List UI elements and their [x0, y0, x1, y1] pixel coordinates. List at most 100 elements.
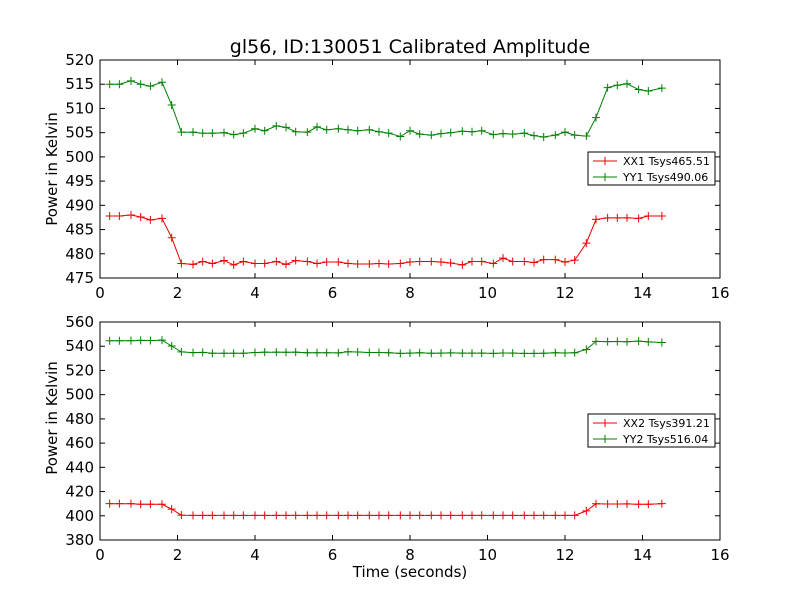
bottom-legend-xx2-marker [601, 419, 609, 427]
top-series-yy1-point [427, 131, 436, 140]
top-y-tick-label: 480 [65, 245, 94, 263]
bottom-series-xx2-point [313, 511, 321, 520]
top-y-tick-label: 520 [65, 51, 94, 69]
top-series-xx1-point [167, 233, 176, 242]
top-x-tick-label: 4 [250, 284, 260, 302]
bottom-plot-frame [99, 321, 721, 541]
top-series-yy1-point [105, 80, 114, 89]
top-series-yy1-point [561, 128, 569, 137]
top-x-tick-label: 2 [173, 284, 183, 302]
top-series-xx1-point [437, 258, 445, 267]
bottom-series-xx2-point [127, 499, 135, 508]
top-series-xx1-point [592, 215, 600, 224]
bottom-series-xx2-point [613, 500, 622, 509]
top-series-yy1-point [220, 128, 228, 137]
top-series-yy1-point [634, 85, 643, 94]
top-plot-frame [99, 59, 721, 279]
bottom-x-tick-label: 10 [478, 546, 497, 564]
top-series-yy1-point [189, 128, 197, 137]
top-y-tick-label: 505 [65, 124, 94, 142]
bottom-series-xx2-point [582, 506, 591, 515]
bottom-series-yy2-point [272, 348, 281, 357]
top-series-xx1-point [136, 212, 145, 221]
top-series-xx1-point [582, 239, 591, 248]
top-series-xx1-point [499, 254, 507, 263]
bottom-series-xx2-point [229, 511, 238, 520]
bottom-legend-yy2-marker [601, 435, 609, 443]
bottom-series-yy2-point [644, 337, 653, 346]
top-series-xx1-point [127, 211, 135, 220]
bottom-series-xx2-point [375, 511, 383, 520]
bottom-series-yy2-point [251, 348, 259, 357]
top-series-xx1-point [623, 213, 631, 222]
bottom-series-yy2-point [623, 337, 631, 346]
top-series-xx1-point [105, 211, 114, 220]
top-series-xx1-point [313, 259, 321, 268]
bottom-series-yy2-point [458, 349, 467, 358]
bottom-y-tick-label: 440 [65, 458, 94, 476]
top-series-yy1-point [334, 124, 343, 133]
top-y-tick-label: 490 [65, 196, 94, 214]
bottom-series-xx2-point [251, 511, 259, 520]
bottom-series-xx2-point [570, 511, 579, 520]
bottom-y-tick-label: 500 [65, 386, 94, 404]
bottom-series-yy2-point [551, 348, 560, 357]
top-series-xx1-point [189, 260, 197, 269]
top-series-yy1-point [530, 131, 538, 140]
bottom-series-xx2-point [158, 500, 166, 509]
top-series-xx1-point [613, 213, 622, 222]
bottom-series-yy2-point [303, 348, 312, 357]
top-series-xx1-point [396, 259, 405, 268]
bottom-series-xx2-point [198, 511, 207, 520]
bottom-series-yy2-point [427, 349, 436, 358]
bottom-series-xx2-point [384, 511, 393, 520]
bottom-series-xx2-point [291, 511, 300, 520]
top-series-xx1-point [570, 256, 579, 265]
bottom-series-xx2-point [446, 511, 455, 520]
bottom-series-xx2-point [282, 511, 290, 520]
top-series-xx1-point [272, 257, 281, 266]
bottom-series-xx2-point [477, 511, 486, 520]
bottom-panel: 0 2 4 6 8 10 12 14 16 380 400 420 440 460 480 500 520 540… [65, 313, 729, 564]
top-series-yy1-point [458, 127, 467, 136]
top-series-xx1-point [489, 259, 498, 268]
top-legend-xx1-marker [601, 157, 609, 165]
bottom-series-yy2-point [570, 348, 579, 357]
bottom-series-yy2-point [146, 336, 155, 345]
bottom-series-yy2-point [530, 349, 538, 358]
top-series-yy1-point [322, 125, 331, 134]
top-series-yy1-point [260, 126, 269, 135]
top-series-xx1-point [365, 259, 374, 268]
top-series-xx1-point [657, 211, 666, 220]
top-series-yy1-point [384, 129, 393, 138]
bottom-series-xx2-point [603, 500, 612, 509]
bottom-series-xx2-point [415, 511, 424, 520]
bottom-series-yy2-point [582, 345, 591, 354]
top-series-yy1-point [499, 129, 507, 138]
bottom-series-yy2-point [177, 347, 186, 356]
bottom-series-yy2-point [334, 348, 343, 357]
bottom-series-yy2-point [229, 349, 238, 358]
bottom-series-yy2-point [468, 349, 476, 358]
bottom-series-xx2-point [634, 500, 643, 509]
bottom-series-yy2-point [239, 349, 248, 358]
bottom-series-xx2-point [508, 511, 517, 520]
bottom-series-xx2-point [520, 511, 529, 520]
top-series-xx1-point [551, 255, 560, 264]
top-series-xx1-point [291, 256, 300, 265]
top-series-yy1-point [406, 126, 414, 135]
bottom-series-xx2-point [322, 511, 331, 520]
top-series-yy1-point [437, 129, 445, 138]
bottom-series-yy2-point [592, 337, 600, 346]
top-series-yy1-point [365, 125, 374, 134]
top-x-tick-label: 16 [710, 284, 729, 302]
top-x-tick-label: 0 [95, 284, 105, 302]
bottom-series-xx2-point [551, 511, 560, 520]
bottom-series-yy2-point [489, 349, 498, 358]
top-series-xx1-point [303, 257, 312, 266]
top-series-yy1-point [291, 127, 300, 136]
bottom-series-xx2-point [539, 511, 548, 520]
top-series-yy1-point [344, 125, 352, 134]
top-legend-box [587, 151, 716, 186]
bottom-series-yy2-point [375, 348, 383, 357]
